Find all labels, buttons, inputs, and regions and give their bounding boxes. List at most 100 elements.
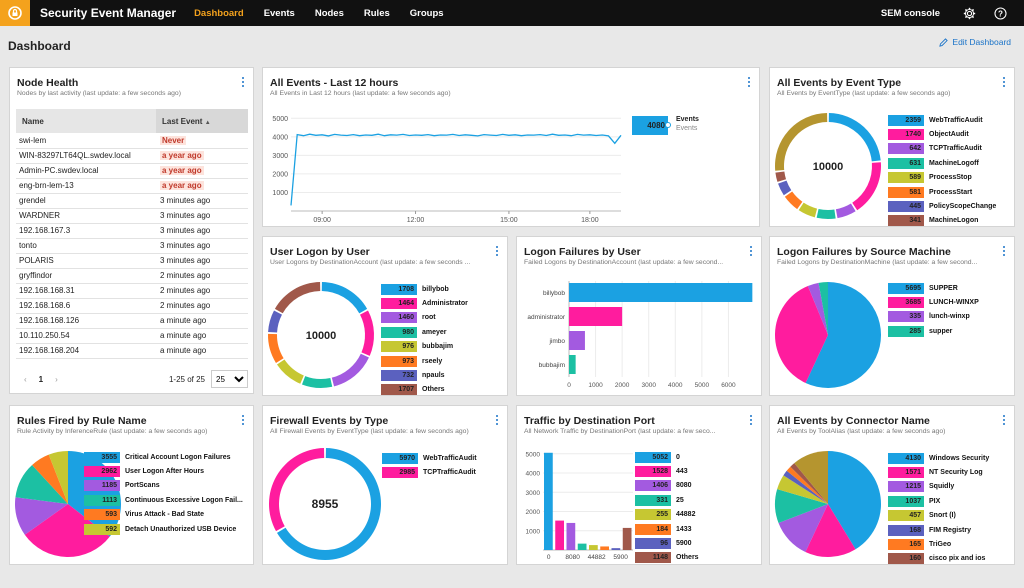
table-row[interactable]: tonto 3 minutes ago xyxy=(16,238,248,254)
chart-slice[interactable] xyxy=(274,282,321,314)
chart-slice[interactable] xyxy=(14,497,68,535)
chart-slice[interactable] xyxy=(794,451,828,504)
current-value-badge[interactable]: 4080 xyxy=(632,116,668,135)
help-icon[interactable]: ? xyxy=(993,6,1007,20)
chart-slice[interactable] xyxy=(268,333,284,363)
nav-dashboard[interactable]: Dashboard xyxy=(194,7,244,19)
app-logo[interactable] xyxy=(0,0,30,26)
legend-item[interactable]: 1185 PortScans xyxy=(84,479,243,493)
kebab-menu-icon[interactable] xyxy=(748,246,754,256)
legend-item[interactable]: 642 TCPTrafficAudit xyxy=(888,142,996,156)
bar[interactable] xyxy=(555,520,564,550)
legend-item[interactable]: 1571 NT Security Log xyxy=(888,465,989,479)
legend-item[interactable]: 1148 Others xyxy=(635,551,699,565)
nav-rules[interactable]: Rules xyxy=(363,7,390,19)
kebab-menu-icon[interactable] xyxy=(1001,246,1007,256)
legend-item[interactable]: 96 5900 xyxy=(635,536,699,550)
current-page[interactable]: 1 xyxy=(38,374,44,384)
legend-item[interactable]: 4130 Windows Security xyxy=(888,451,989,465)
kebab-menu-icon[interactable] xyxy=(746,77,752,87)
chart-slice[interactable] xyxy=(828,113,881,162)
legend-item[interactable]: 335 lunch-winxp xyxy=(888,310,979,324)
table-row[interactable]: eng-brn-lem-13 a year ago xyxy=(16,178,248,194)
kebab-menu-icon[interactable] xyxy=(240,415,246,425)
legend-item[interactable]: 165 TriGeo xyxy=(888,537,989,551)
chart-slice[interactable] xyxy=(331,353,369,387)
kebab-menu-icon[interactable] xyxy=(1001,77,1007,87)
legend-item[interactable]: 184 1433 xyxy=(635,522,699,536)
chart-slice[interactable] xyxy=(816,208,836,219)
chart-slice[interactable] xyxy=(807,282,828,335)
nav-events[interactable]: Events xyxy=(263,7,295,19)
chart-slice[interactable] xyxy=(818,282,828,335)
chart-slice[interactable] xyxy=(798,202,818,218)
chart-slice[interactable] xyxy=(268,310,282,333)
chart-slice[interactable] xyxy=(852,162,881,211)
bar[interactable] xyxy=(544,452,553,550)
legend-item[interactable]: 255 44882 xyxy=(635,508,699,522)
chart-slice[interactable] xyxy=(15,465,69,504)
chart-slice[interactable] xyxy=(786,466,828,504)
chart-slice[interactable] xyxy=(360,310,374,356)
table-row[interactable]: Admin-PC.swdev.local a year ago xyxy=(16,163,248,179)
legend-item[interactable]: 341 MachineLogon xyxy=(888,214,996,228)
legend-item[interactable]: 2962 User Logon After Hours xyxy=(84,464,243,478)
chart-slice[interactable] xyxy=(790,463,828,504)
bar[interactable] xyxy=(589,545,598,550)
chart-slice[interactable] xyxy=(301,376,333,388)
legend-item[interactable]: 457 Snort (I) xyxy=(888,509,989,523)
chart-slice[interactable] xyxy=(805,282,881,388)
table-row[interactable]: 10.110.250.54 a minute ago xyxy=(16,328,248,344)
chart-slice[interactable] xyxy=(269,448,325,532)
legend-item[interactable]: 1215 Squidly xyxy=(888,480,989,494)
table-row[interactable]: WIN-83297LT64QL.swdev.local a year ago xyxy=(16,148,248,164)
legend-item[interactable]: 168 FIM Registry xyxy=(888,523,989,537)
table-row[interactable]: 192.168.168.204 a minute ago xyxy=(16,343,248,359)
kebab-menu-icon[interactable] xyxy=(494,415,500,425)
table-row[interactable]: 192.168.168.6 2 minutes ago xyxy=(16,298,248,314)
chart-slice[interactable] xyxy=(24,504,110,557)
nav-groups[interactable]: Groups xyxy=(409,7,444,19)
legend-item[interactable]: 5695 SUPPER xyxy=(888,281,979,295)
bar[interactable] xyxy=(569,283,753,302)
chart-slice[interactable] xyxy=(276,359,304,384)
legend-item[interactable]: 1707 Others xyxy=(381,383,468,397)
legend-item[interactable]: 5052 0 xyxy=(635,450,699,464)
table-row[interactable]: 192.168.168.126 a minute ago xyxy=(16,313,248,329)
legend-item[interactable]: 445 PolicyScopeChange xyxy=(888,199,996,213)
legend-item[interactable]: 581 ProcessStart xyxy=(888,185,996,199)
legend-item[interactable]: 1037 PIX xyxy=(888,494,989,508)
next-page-icon[interactable]: › xyxy=(55,374,58,384)
legend-item[interactable]: 592 Detach Unauthorized USB Device xyxy=(84,522,243,536)
legend-item[interactable]: 2359 WebTrafficAudit xyxy=(888,113,996,127)
legend-item[interactable]: 732 npauls xyxy=(381,368,468,382)
legend-item[interactable]: 160 cisco pix and ios xyxy=(888,552,989,566)
legend-item[interactable]: 2985 TCPTrafficAudit xyxy=(382,465,477,479)
chart-slice[interactable] xyxy=(777,475,828,504)
gear-icon[interactable] xyxy=(962,6,976,20)
kebab-menu-icon[interactable] xyxy=(748,415,754,425)
per-page-select[interactable]: 25 xyxy=(211,370,248,388)
column-header-last-event[interactable]: Last Event ▲ xyxy=(156,109,248,133)
bar[interactable] xyxy=(577,543,587,550)
kebab-menu-icon[interactable] xyxy=(240,77,246,87)
bar[interactable] xyxy=(566,522,576,550)
legend-item[interactable]: 285 supper xyxy=(888,324,979,338)
kebab-menu-icon[interactable] xyxy=(494,246,500,256)
legend-item[interactable]: 1460 root xyxy=(381,311,468,325)
legend-item[interactable]: 1464 Administrator xyxy=(381,296,468,310)
bar[interactable] xyxy=(569,331,585,350)
table-row[interactable]: WARDNER 3 minutes ago xyxy=(16,208,248,224)
legend-item[interactable]: 631 MachineLogoff xyxy=(888,156,996,170)
chart-slice[interactable] xyxy=(775,171,787,182)
chart-slice[interactable] xyxy=(783,470,828,504)
table-row[interactable]: swi-lem Never xyxy=(16,133,248,149)
legend-item[interactable]: 980 ameyer xyxy=(381,325,468,339)
legend-item[interactable]: 976 bubbajim xyxy=(381,340,468,354)
bar[interactable] xyxy=(611,548,621,550)
bar[interactable] xyxy=(600,546,609,550)
bar[interactable] xyxy=(622,527,632,550)
table-row[interactable]: 192.168.167.3 3 minutes ago xyxy=(16,223,248,239)
table-row[interactable]: 192.168.168.31 2 minutes ago xyxy=(16,283,248,299)
legend-item[interactable]: 1708 billybob xyxy=(381,282,468,296)
